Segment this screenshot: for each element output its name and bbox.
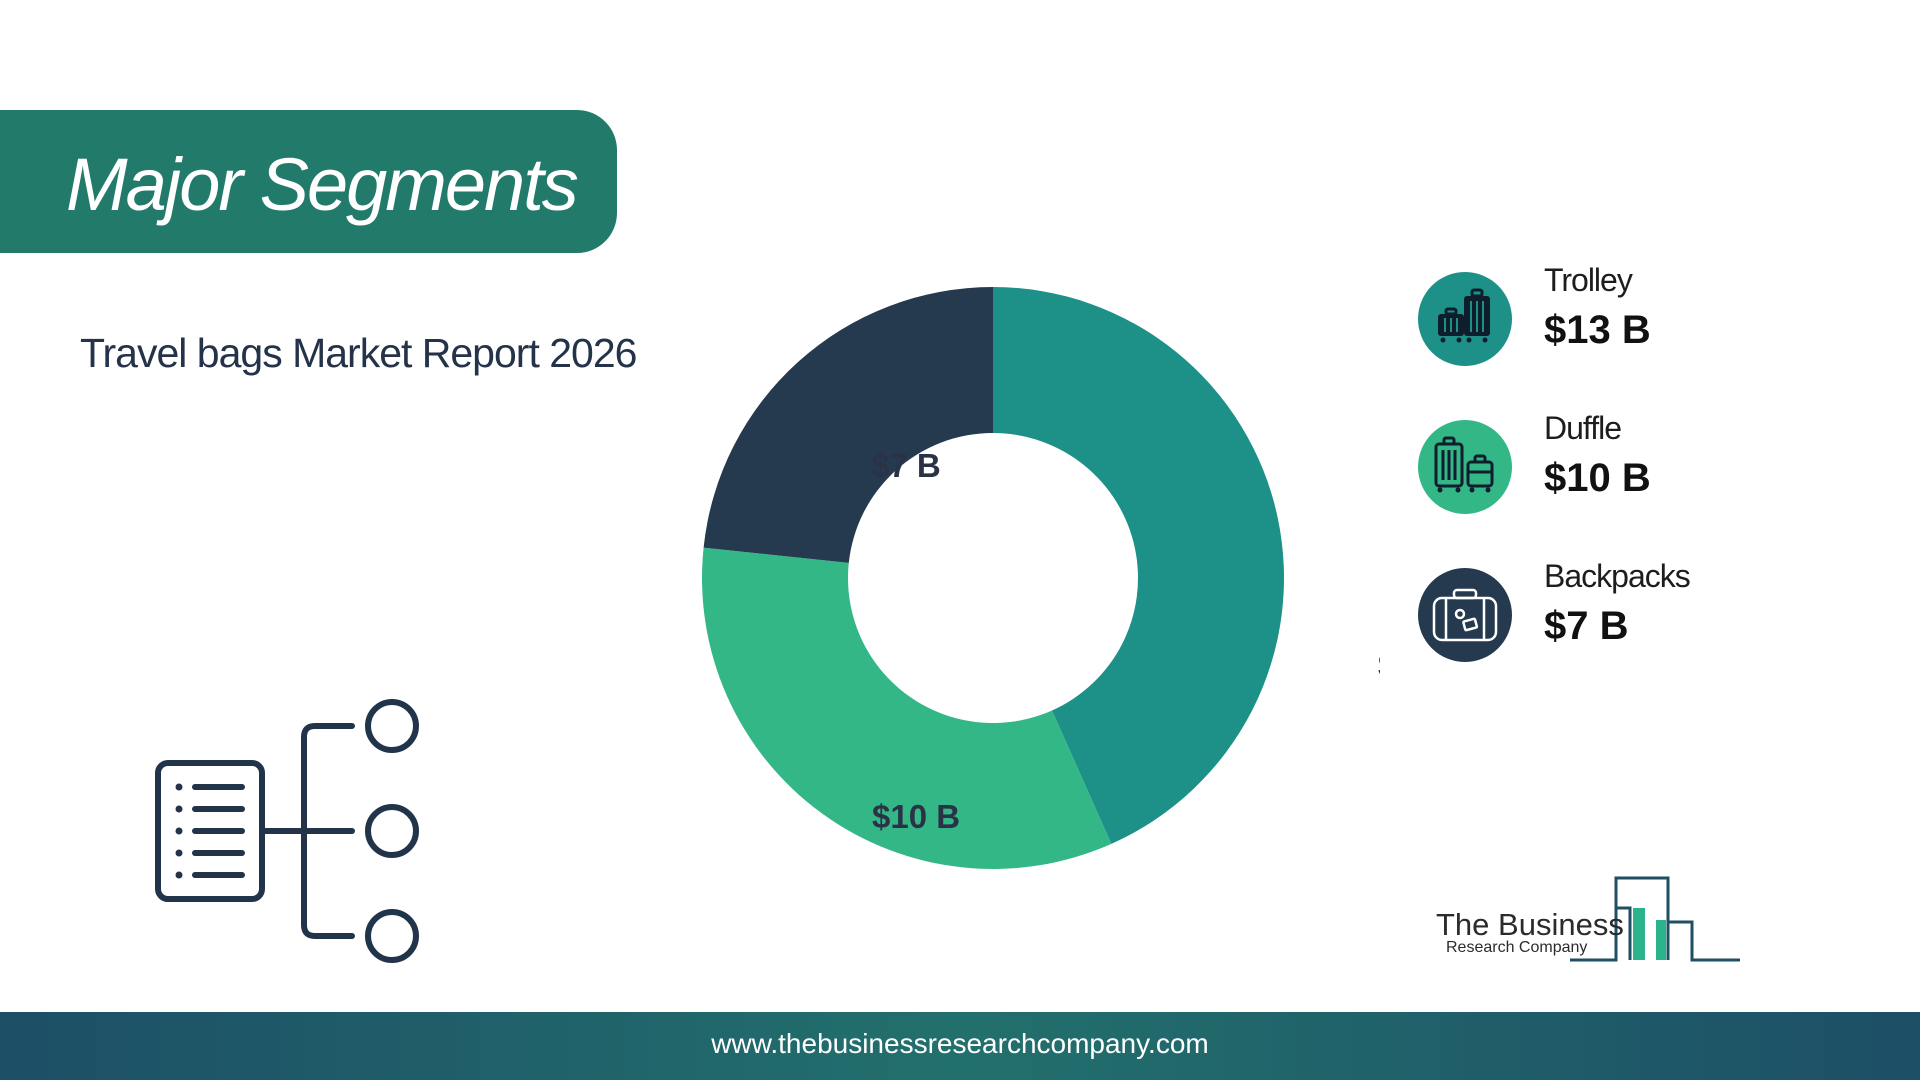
trolley-luggage-icon [1438, 288, 1490, 343]
footer-url[interactable]: www.thebusinessresearchcompany.com [711, 1028, 1209, 1059]
donut-slice-trolley [993, 287, 1284, 844]
data-label-trolley: $13 B [1378, 647, 1380, 684]
logo-line1: The Business [1436, 907, 1624, 942]
data-label-backpacks: $7 B [871, 447, 941, 484]
footer-bar: www.thebusinessresearchcompany.com [0, 1012, 1920, 1080]
suitcase-icon [1432, 588, 1498, 642]
segmentation-icon [155, 699, 419, 963]
luggage-set-icon [1434, 436, 1494, 493]
company-logo: The Business Research Company [1430, 870, 1750, 970]
title-banner: Major Segments [0, 110, 617, 253]
report-subtitle: Travel bags Market Report 2026 [80, 330, 637, 376]
trolley-badge [1418, 272, 1512, 366]
donut-chart: $13 B $10 B $7 B [702, 287, 1380, 869]
legend-name: Duffle [1544, 410, 1622, 446]
legend-value: $10 B [1544, 456, 1651, 500]
page-title: Major Segments [66, 143, 579, 226]
logo-line2: Research Company [1446, 939, 1588, 956]
duffle-badge [1418, 420, 1512, 514]
logo-buildings-icon [1570, 876, 1740, 962]
legend-name: Backpacks [1544, 558, 1691, 594]
donut-slice-backpacks [703, 287, 993, 563]
legend-value: $7 B [1544, 604, 1629, 648]
legend-value: $13 B [1544, 308, 1651, 352]
backpacks-badge [1418, 568, 1512, 662]
legend-name: Trolley [1544, 262, 1633, 298]
donut-slice-duffle [702, 547, 1112, 869]
data-label-duffle: $10 B [872, 798, 960, 835]
